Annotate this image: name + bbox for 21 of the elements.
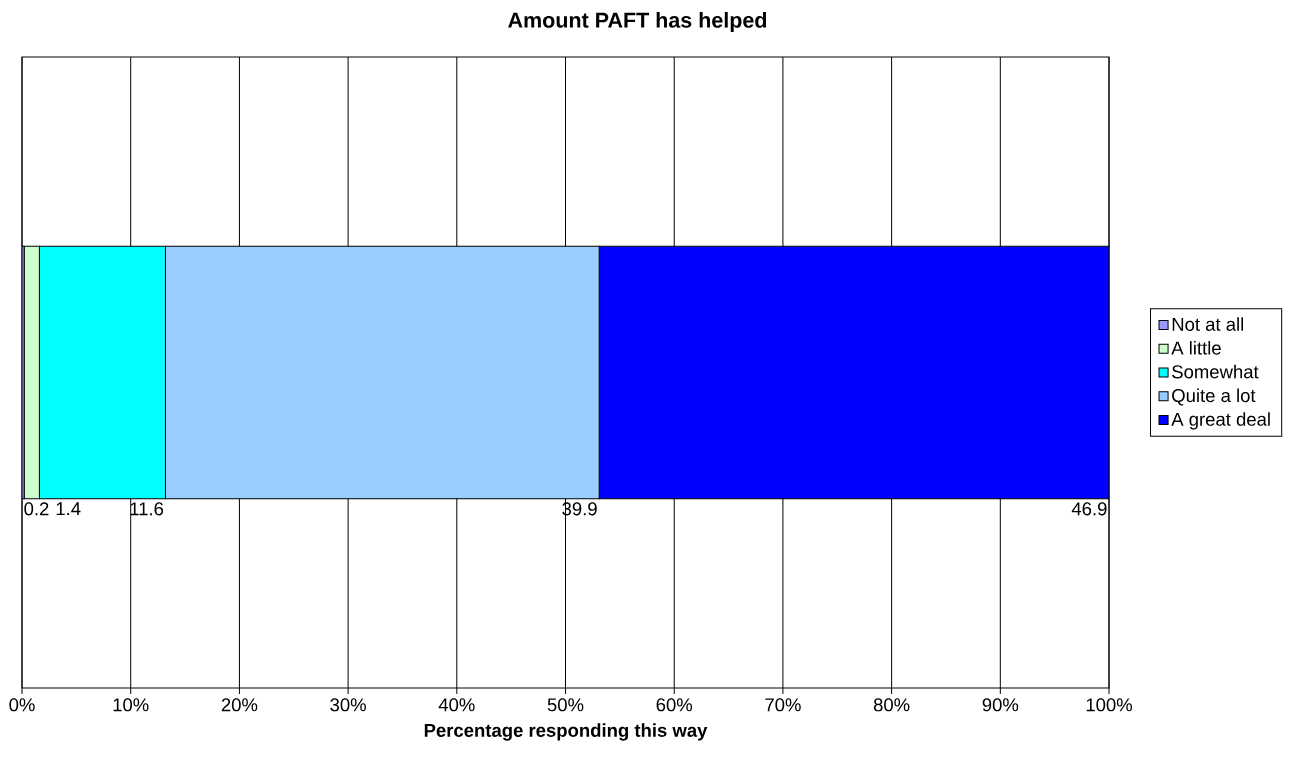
data-label: 1.4	[56, 502, 81, 516]
legend-label: Somewhat	[1172, 364, 1259, 379]
x-tick-label: 90%	[982, 698, 1019, 712]
data-label: 46.9	[1071, 502, 1107, 516]
x-tick-label: 60%	[656, 698, 693, 712]
x-tick-label: 10%	[113, 698, 149, 712]
legend-label: Not at all	[1172, 317, 1244, 331]
x-tick-label: 80%	[873, 698, 910, 712]
legend-label: Quite a lot	[1172, 388, 1256, 406]
x-tick-label: 0%	[9, 698, 35, 712]
x-tick-label: 70%	[765, 698, 801, 712]
x-axis-title: Percentage responding this way	[424, 723, 708, 741]
x-tick-label: 100%	[1086, 698, 1132, 712]
chart-title: Amount PAFT has helped	[508, 11, 767, 33]
data-label: 0.2	[24, 502, 49, 516]
x-tick-label: 50%	[547, 698, 584, 712]
legend-label: A little	[1171, 341, 1221, 355]
legend-label: A great deal	[1171, 412, 1270, 430]
x-tick-label: 20%	[221, 698, 258, 712]
x-tick-label: 30%	[330, 698, 366, 712]
x-tick-label: 40%	[438, 698, 475, 712]
